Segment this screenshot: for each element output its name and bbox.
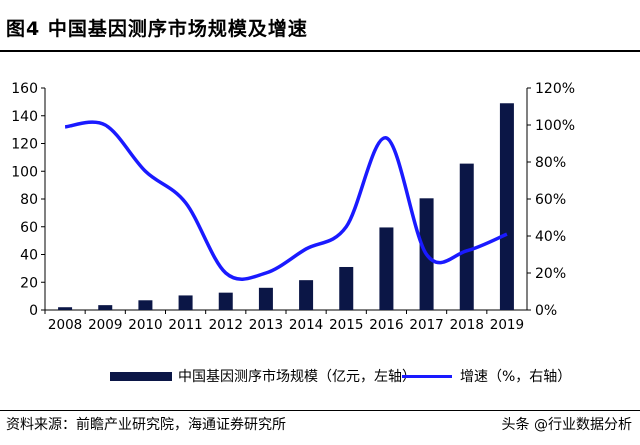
bar-2013 [258, 287, 273, 310]
right-tick-label: 40% [535, 229, 566, 245]
legend-line-swatch [402, 374, 452, 378]
legend-item-bar: 中国基因测序市场规模（亿元，左轴） [110, 366, 416, 386]
x-tick-label: 2013 [249, 317, 283, 332]
right-tick-label: 100% [535, 118, 575, 134]
bar-2011 [178, 295, 193, 310]
legend-line-label: 增速（%，右轴） [460, 369, 572, 385]
right-tick-label: 120% [535, 81, 575, 97]
left-tick-label: 120 [11, 137, 38, 153]
x-tick-label: 2017 [409, 317, 443, 332]
title-rule [0, 50, 640, 52]
bar-2008 [58, 307, 73, 310]
bar-2012 [218, 292, 233, 310]
footer-rule [0, 410, 640, 411]
bar-2019 [499, 103, 514, 310]
bar-2009 [98, 305, 113, 310]
source-note: 资料来源：前瞻产业研究院，海通证券研究所 [6, 417, 286, 433]
left-tick-label: 40 [20, 248, 38, 264]
x-tick-label: 2019 [490, 317, 524, 332]
x-tick-label: 2010 [128, 317, 162, 332]
right-tick-label: 80% [535, 155, 566, 171]
bar-2016 [379, 227, 394, 310]
bar-2010 [138, 300, 153, 310]
x-tick-label: 2015 [329, 317, 363, 332]
left-tick-label: 160 [11, 81, 38, 97]
left-tick-label: 100 [11, 164, 38, 180]
x-tick-label: 2014 [289, 317, 323, 332]
x-tick-label: 2008 [48, 317, 82, 332]
chart-legend: 中国基因测序市场规模（亿元，左轴） 增速（%，右轴） [0, 362, 640, 388]
x-tick-label: 2012 [209, 317, 243, 332]
figure-title: 图4 中国基因测序市场规模及增速 [6, 18, 308, 40]
left-tick-label: 60 [20, 220, 38, 236]
credit-text: 头条 @行业数据分析 [501, 417, 632, 433]
bar-2018 [459, 163, 474, 310]
x-tick-label: 2009 [88, 317, 122, 332]
left-tick-label: 0 [29, 303, 38, 319]
legend-item-line: 增速（%，右轴） [402, 366, 571, 386]
bar-2015 [339, 266, 354, 310]
right-tick-label: 20% [535, 266, 566, 282]
right-tick-label: 60% [535, 192, 566, 208]
combo-chart: 0 20 40 60 80 100 120 140 160 0% 20% 40% 60% 80% 100% 1… [11, 81, 575, 332]
growth-rate-line [64, 120, 508, 281]
bar-2014 [299, 280, 314, 310]
x-tick-label: 2016 [369, 317, 403, 332]
right-tick-label: 0% [535, 303, 557, 319]
left-tick-label: 140 [11, 109, 38, 125]
x-tick-label: 2018 [450, 317, 484, 332]
x-tick-label: 2011 [168, 317, 202, 332]
left-tick-label: 20 [20, 275, 38, 291]
legend-bar-label: 中国基因测序市场规模（亿元，左轴） [178, 369, 416, 385]
legend-bar-swatch [110, 371, 172, 381]
left-tick-label: 80 [20, 192, 38, 208]
